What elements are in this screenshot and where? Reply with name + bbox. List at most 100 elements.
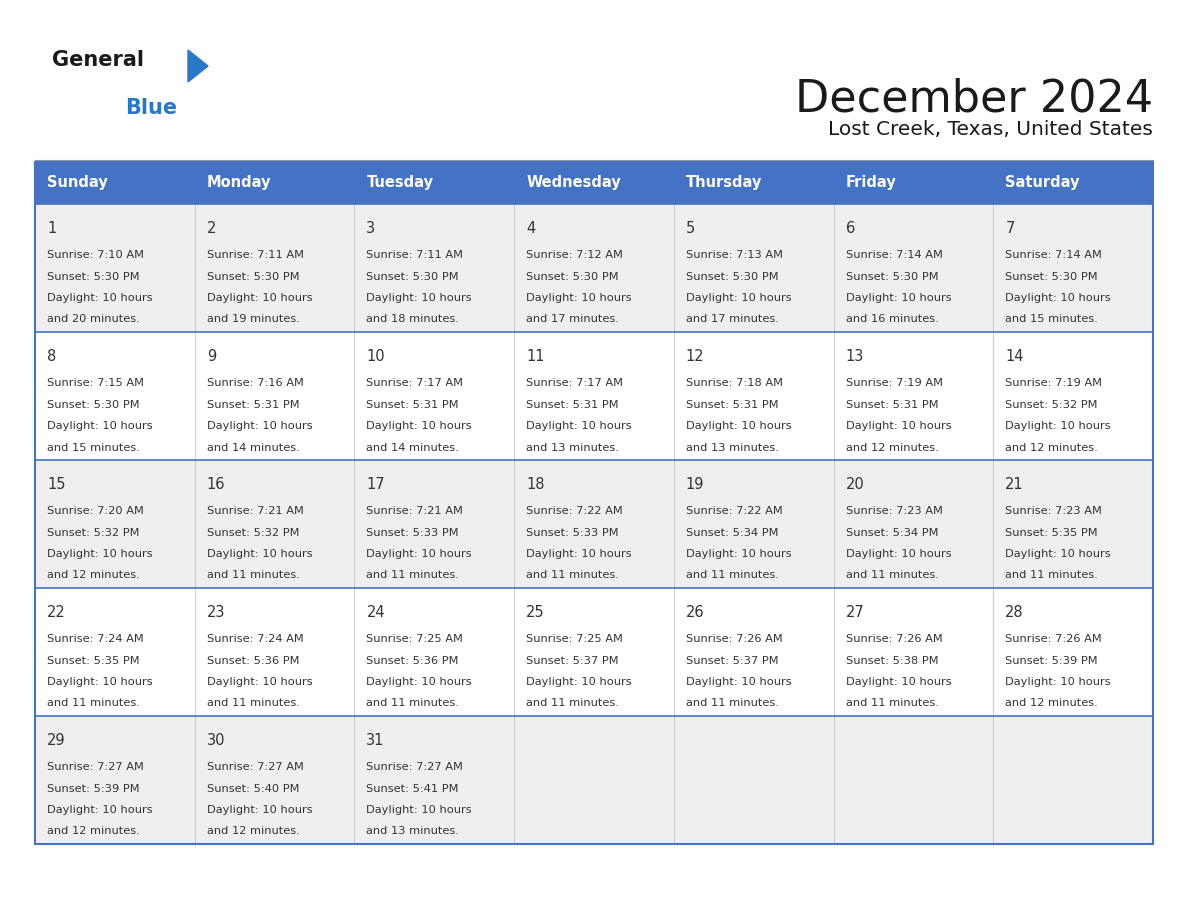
Text: Daylight: 10 hours: Daylight: 10 hours	[1005, 421, 1111, 431]
Text: Sunrise: 7:10 AM: Sunrise: 7:10 AM	[48, 250, 144, 260]
Text: and 19 minutes.: and 19 minutes.	[207, 315, 299, 324]
Text: 8: 8	[48, 349, 56, 364]
Text: Sunset: 5:39 PM: Sunset: 5:39 PM	[1005, 655, 1098, 666]
Text: Sunset: 5:31 PM: Sunset: 5:31 PM	[366, 399, 459, 409]
Text: 30: 30	[207, 733, 226, 748]
Text: 23: 23	[207, 605, 226, 620]
Text: Daylight: 10 hours: Daylight: 10 hours	[366, 293, 472, 303]
Text: 21: 21	[1005, 477, 1024, 492]
Text: and 14 minutes.: and 14 minutes.	[207, 442, 299, 453]
Text: 15: 15	[48, 477, 65, 492]
Text: Blue: Blue	[125, 98, 177, 118]
Text: Tuesday: Tuesday	[366, 175, 434, 191]
Text: Sunset: 5:30 PM: Sunset: 5:30 PM	[685, 272, 778, 282]
Text: 22: 22	[48, 605, 65, 620]
Text: Sunrise: 7:26 AM: Sunrise: 7:26 AM	[846, 634, 942, 644]
Text: 9: 9	[207, 349, 216, 364]
Text: Sunset: 5:40 PM: Sunset: 5:40 PM	[207, 783, 299, 793]
Text: Daylight: 10 hours: Daylight: 10 hours	[685, 421, 791, 431]
Text: Sunset: 5:31 PM: Sunset: 5:31 PM	[207, 399, 299, 409]
Text: and 12 minutes.: and 12 minutes.	[48, 826, 140, 836]
Text: Sunset: 5:30 PM: Sunset: 5:30 PM	[48, 399, 140, 409]
Text: 6: 6	[846, 221, 855, 236]
Text: and 15 minutes.: and 15 minutes.	[48, 442, 140, 453]
Text: Sunset: 5:30 PM: Sunset: 5:30 PM	[366, 272, 459, 282]
Text: Daylight: 10 hours: Daylight: 10 hours	[366, 677, 472, 687]
Text: Daylight: 10 hours: Daylight: 10 hours	[48, 421, 152, 431]
Bar	[34, 588, 1154, 716]
Text: and 11 minutes.: and 11 minutes.	[207, 570, 299, 580]
Polygon shape	[188, 50, 208, 82]
Text: Daylight: 10 hours: Daylight: 10 hours	[846, 677, 952, 687]
Text: Sunrise: 7:21 AM: Sunrise: 7:21 AM	[207, 506, 304, 516]
Bar	[34, 162, 1154, 844]
Text: Sunrise: 7:12 AM: Sunrise: 7:12 AM	[526, 250, 623, 260]
Text: Daylight: 10 hours: Daylight: 10 hours	[48, 549, 152, 559]
Text: Sunset: 5:38 PM: Sunset: 5:38 PM	[846, 655, 939, 666]
Text: General: General	[52, 50, 144, 70]
Text: 20: 20	[846, 477, 865, 492]
Text: 28: 28	[1005, 605, 1024, 620]
Text: 5: 5	[685, 221, 695, 236]
Text: 29: 29	[48, 733, 65, 748]
Text: Daylight: 10 hours: Daylight: 10 hours	[48, 805, 152, 815]
Text: Sunrise: 7:13 AM: Sunrise: 7:13 AM	[685, 250, 783, 260]
Text: and 16 minutes.: and 16 minutes.	[846, 315, 939, 324]
Text: and 13 minutes.: and 13 minutes.	[366, 826, 460, 836]
Text: and 12 minutes.: and 12 minutes.	[1005, 442, 1098, 453]
Text: Sunset: 5:32 PM: Sunset: 5:32 PM	[207, 528, 299, 538]
Text: Sunrise: 7:14 AM: Sunrise: 7:14 AM	[846, 250, 942, 260]
Text: Sunset: 5:32 PM: Sunset: 5:32 PM	[48, 528, 139, 538]
Text: Daylight: 10 hours: Daylight: 10 hours	[846, 293, 952, 303]
Text: Lost Creek, Texas, United States: Lost Creek, Texas, United States	[828, 120, 1154, 139]
Text: 10: 10	[366, 349, 385, 364]
Text: Sunset: 5:37 PM: Sunset: 5:37 PM	[526, 655, 619, 666]
Text: Sunset: 5:33 PM: Sunset: 5:33 PM	[526, 528, 619, 538]
Text: 12: 12	[685, 349, 704, 364]
Text: 31: 31	[366, 733, 385, 748]
Text: December 2024: December 2024	[795, 78, 1154, 121]
Text: Sunrise: 7:14 AM: Sunrise: 7:14 AM	[1005, 250, 1102, 260]
Text: 18: 18	[526, 477, 544, 492]
Text: and 13 minutes.: and 13 minutes.	[685, 442, 778, 453]
Text: 1: 1	[48, 221, 56, 236]
Text: Sunset: 5:34 PM: Sunset: 5:34 PM	[685, 528, 778, 538]
Text: and 11 minutes.: and 11 minutes.	[526, 699, 619, 709]
Text: Daylight: 10 hours: Daylight: 10 hours	[366, 549, 472, 559]
Text: 11: 11	[526, 349, 544, 364]
Text: Sunday: Sunday	[48, 175, 108, 191]
Text: Sunset: 5:36 PM: Sunset: 5:36 PM	[366, 655, 459, 666]
Bar	[34, 204, 1154, 332]
Text: Daylight: 10 hours: Daylight: 10 hours	[526, 421, 632, 431]
Text: Daylight: 10 hours: Daylight: 10 hours	[1005, 293, 1111, 303]
Text: Sunset: 5:31 PM: Sunset: 5:31 PM	[685, 399, 778, 409]
Text: Sunset: 5:36 PM: Sunset: 5:36 PM	[207, 655, 299, 666]
Text: Saturday: Saturday	[1005, 175, 1080, 191]
Text: 25: 25	[526, 605, 545, 620]
Text: Sunrise: 7:24 AM: Sunrise: 7:24 AM	[207, 634, 303, 644]
Text: Sunrise: 7:16 AM: Sunrise: 7:16 AM	[207, 378, 304, 388]
Text: Daylight: 10 hours: Daylight: 10 hours	[526, 293, 632, 303]
Text: Daylight: 10 hours: Daylight: 10 hours	[207, 805, 312, 815]
Text: 3: 3	[366, 221, 375, 236]
Text: Sunrise: 7:22 AM: Sunrise: 7:22 AM	[685, 506, 783, 516]
Text: Daylight: 10 hours: Daylight: 10 hours	[207, 421, 312, 431]
Text: 13: 13	[846, 349, 864, 364]
Text: Sunrise: 7:27 AM: Sunrise: 7:27 AM	[366, 762, 463, 772]
Text: Sunrise: 7:20 AM: Sunrise: 7:20 AM	[48, 506, 144, 516]
Text: 17: 17	[366, 477, 385, 492]
Bar	[34, 716, 1154, 844]
Text: Friday: Friday	[846, 175, 896, 191]
Text: and 14 minutes.: and 14 minutes.	[366, 442, 460, 453]
Text: Sunrise: 7:11 AM: Sunrise: 7:11 AM	[207, 250, 304, 260]
Text: and 15 minutes.: and 15 minutes.	[1005, 315, 1098, 324]
Text: Sunset: 5:31 PM: Sunset: 5:31 PM	[526, 399, 619, 409]
Text: Daylight: 10 hours: Daylight: 10 hours	[207, 293, 312, 303]
Text: Sunrise: 7:11 AM: Sunrise: 7:11 AM	[366, 250, 463, 260]
Text: and 11 minutes.: and 11 minutes.	[846, 699, 939, 709]
Text: 2: 2	[207, 221, 216, 236]
Text: Sunrise: 7:18 AM: Sunrise: 7:18 AM	[685, 378, 783, 388]
Text: Daylight: 10 hours: Daylight: 10 hours	[48, 677, 152, 687]
Text: Sunset: 5:30 PM: Sunset: 5:30 PM	[48, 272, 140, 282]
Text: 14: 14	[1005, 349, 1024, 364]
